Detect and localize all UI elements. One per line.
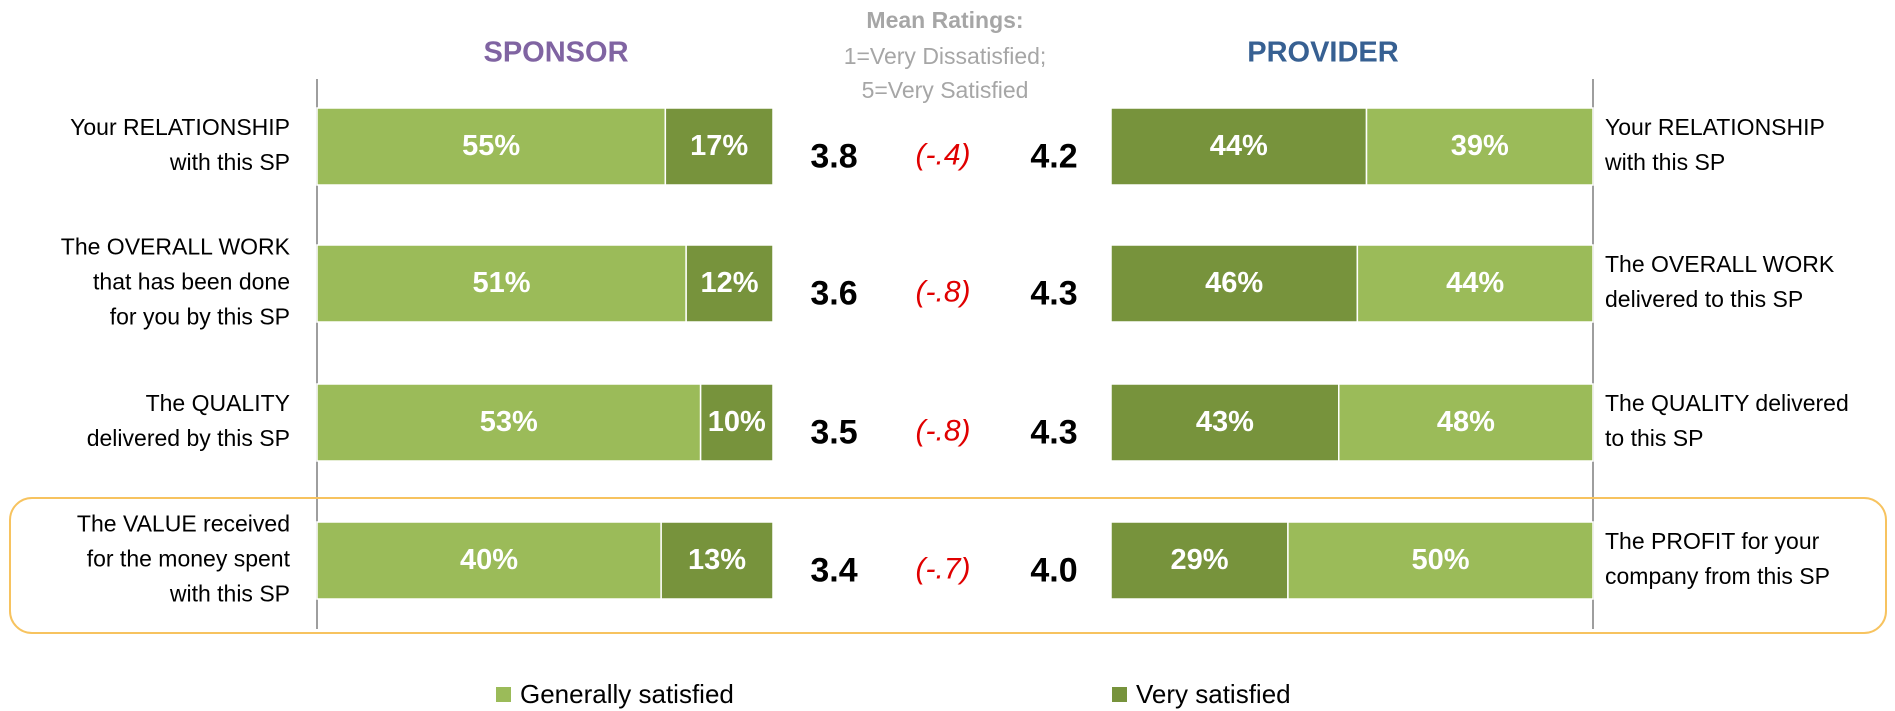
category-label: The QUALITY <box>146 390 290 416</box>
value-label: 40% <box>460 544 518 576</box>
bar-segment <box>1287 521 1594 600</box>
center-subtitle: 5=Very Satisfied <box>862 77 1029 103</box>
bar-segment <box>1110 383 1340 462</box>
category-label: Your RELATIONSHIP <box>70 114 290 140</box>
category-label: The OVERALL WORK <box>61 234 291 260</box>
value-label: 53% <box>480 406 538 438</box>
highlight-box <box>9 497 1887 634</box>
bar-segment <box>316 383 702 462</box>
value-label: 39% <box>1451 130 1509 162</box>
category-label: for the money spent <box>87 546 291 572</box>
category-label: for you by this SP <box>110 304 290 330</box>
value-label: 13% <box>688 544 746 576</box>
bar-segment <box>1110 521 1289 600</box>
sponsor-mean: 3.5 <box>810 413 857 451</box>
category-label: delivered by this SP <box>87 425 290 451</box>
bar-segment <box>660 521 774 600</box>
category-label: The OVERALL WORK <box>1605 251 1835 277</box>
provider-mean: 4.2 <box>1030 137 1077 175</box>
provider-mean: 4.3 <box>1030 274 1077 312</box>
value-label: 43% <box>1196 406 1254 438</box>
bar-segment <box>664 107 774 186</box>
bar-segment <box>316 521 662 600</box>
sponsor-mean: 3.8 <box>810 137 857 175</box>
bar-segment <box>685 244 774 323</box>
provider-mean: 4.0 <box>1030 551 1077 589</box>
left-title: SPONSOR <box>483 37 628 69</box>
value-label: 17% <box>690 130 748 162</box>
bar-segment <box>1110 244 1359 323</box>
bar-segment <box>1338 383 1594 462</box>
bar-segment <box>1356 244 1594 323</box>
category-label: to this SP <box>1605 425 1703 451</box>
bar-segment <box>1110 107 1368 186</box>
value-label: 50% <box>1411 544 1469 576</box>
value-label: 10% <box>708 406 766 438</box>
value-label: 46% <box>1205 267 1263 299</box>
category-label: with this SP <box>169 149 290 175</box>
value-label: 29% <box>1170 544 1228 576</box>
bar-segment <box>1365 107 1594 186</box>
center-title: Mean Ratings: <box>866 7 1023 33</box>
legend-label: Generally satisfied <box>520 679 734 709</box>
value-label: 55% <box>462 130 520 162</box>
gap: (-.7) <box>916 552 971 585</box>
gap: (-.8) <box>916 275 971 308</box>
legend-swatch <box>1112 687 1127 702</box>
value-label: 44% <box>1446 267 1504 299</box>
legend-swatch <box>496 687 511 702</box>
bar-segment <box>316 244 687 323</box>
value-label: 51% <box>473 267 531 299</box>
category-label: Your RELATIONSHIP <box>1605 114 1825 140</box>
bar-segment <box>316 107 667 186</box>
gap: (-.4) <box>916 138 971 171</box>
center-subtitle: 1=Very Dissatisfied; <box>844 43 1047 69</box>
sponsor-mean: 3.6 <box>810 274 857 312</box>
value-label: 44% <box>1210 130 1268 162</box>
category-label: that has been done <box>93 269 290 295</box>
bar-segment <box>699 383 774 462</box>
value-label: 12% <box>701 267 759 299</box>
gap: (-.8) <box>916 414 971 447</box>
category-label: company from this SP <box>1605 563 1830 589</box>
category-label: The VALUE received <box>77 511 290 537</box>
value-label: 48% <box>1437 406 1495 438</box>
provider-mean: 4.3 <box>1030 413 1077 451</box>
category-label: The QUALITY delivered <box>1605 390 1849 416</box>
legend-label: Very satisfied <box>1136 679 1291 709</box>
sponsor-mean: 3.4 <box>810 551 857 589</box>
category-label: with this SP <box>169 581 290 607</box>
category-label: The PROFIT for your <box>1605 528 1820 554</box>
category-label: with this SP <box>1604 149 1725 175</box>
right-title: PROVIDER <box>1247 37 1399 69</box>
category-label: delivered to this SP <box>1605 286 1803 312</box>
